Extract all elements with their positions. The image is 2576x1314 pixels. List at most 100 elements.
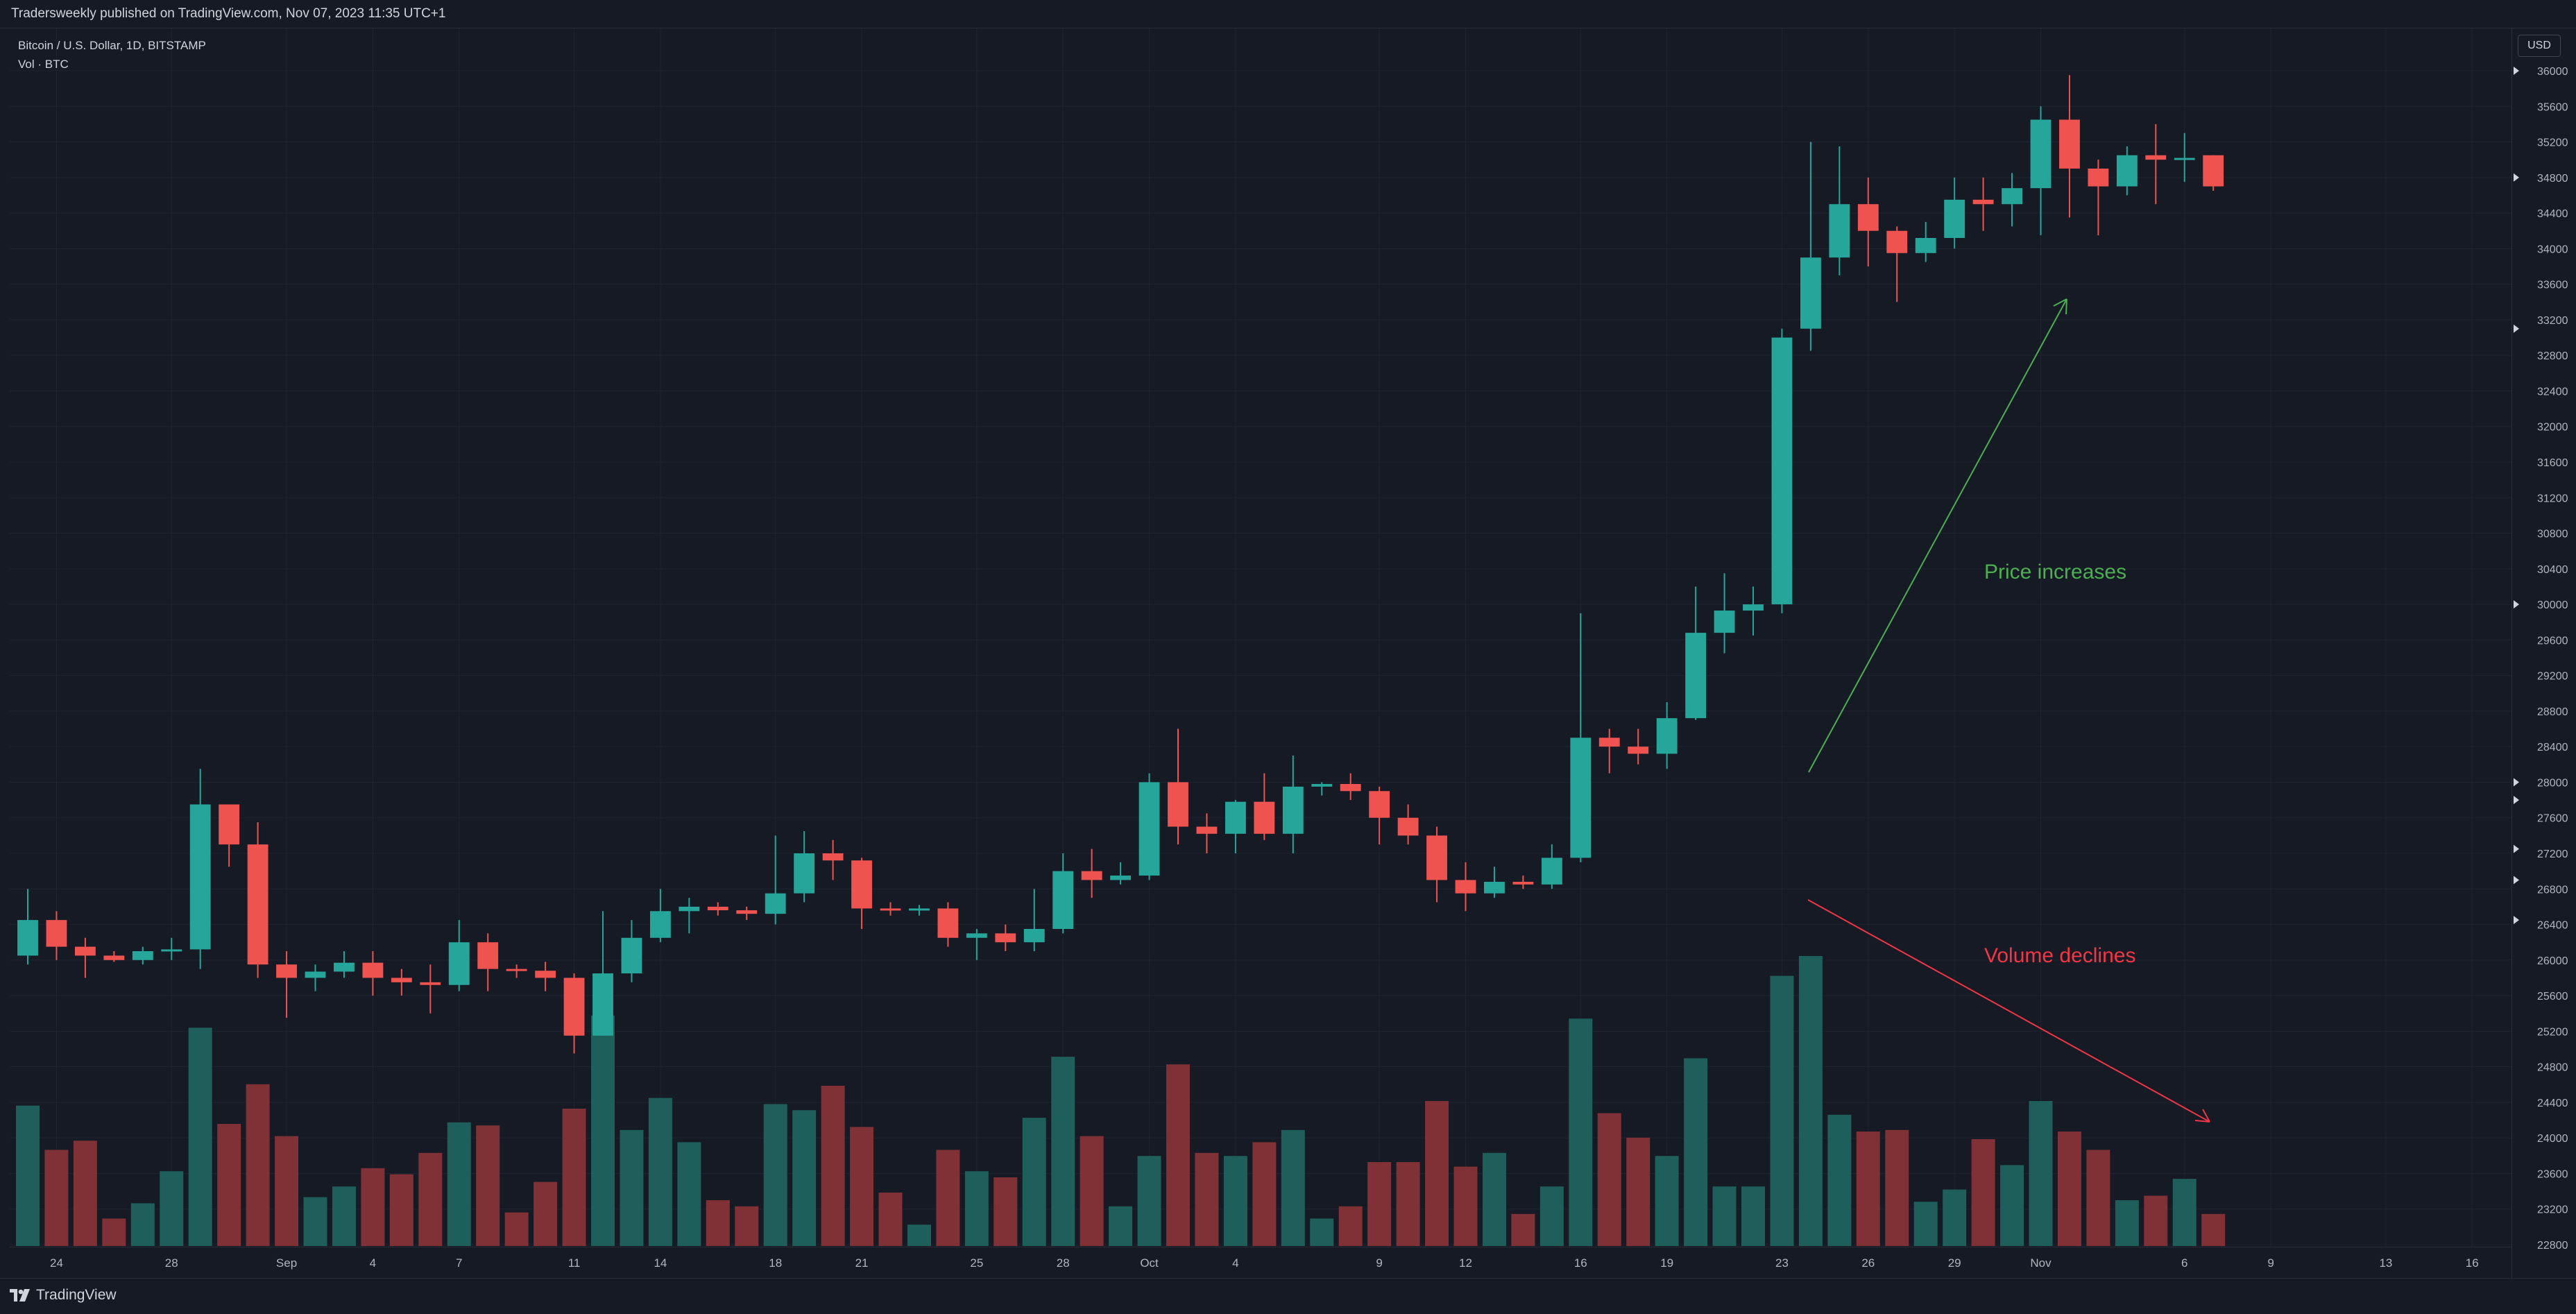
volume-bar [1367,1162,1392,1246]
volume-bar [1310,1218,1334,1246]
time-tick-label: 4 [1232,1256,1238,1270]
candle-body [2059,119,2080,169]
price-tick-label: 31200 [2537,493,2568,504]
volume-bar [1770,975,1794,1246]
tradingview-logo-icon [10,1289,30,1302]
volume-bar [1223,1156,1247,1246]
time-tick-label: 25 [970,1256,983,1270]
volume-bar [1856,1132,1880,1246]
time-tick-label: 24 [50,1256,63,1270]
candle-body [1196,826,1218,834]
time-tick-label: 19 [1660,1256,1673,1270]
chart-area[interactable]: Price increases Volume declines [10,28,2511,1247]
candle-body [17,920,38,956]
volume-bar [1511,1213,1535,1246]
candle-body [1081,871,1102,880]
volume-bar [1943,1189,1967,1246]
currency-button[interactable]: USD [2518,35,2561,57]
time-axis[interactable]: 24 28 Sep 4 7 11 14 18 21 25 28 Oct 4 9 12 16 19 23 26 29 No… [10,1247,2511,1279]
volume-bar [418,1152,443,1246]
price-tick-label: 28000 [2537,777,2568,789]
footer-bar: TradingView [0,1278,2576,1314]
price-tick-label: 22800 [2537,1240,2568,1252]
candle-body [1138,782,1160,876]
volume-bar [821,1086,845,1246]
candle-body [1052,871,1074,929]
time-tick-label: 7 [456,1256,462,1270]
volume-bar [706,1200,730,1246]
volume-bar [993,1177,1018,1246]
volume-bar [591,1015,615,1246]
volume-bar [16,1105,40,1246]
volume-declines-annotation: Volume declines [1984,944,2135,967]
volume-bar [73,1141,97,1246]
volume-bar [217,1124,241,1246]
price-axis[interactable]: 22800 23200 23600 24000 24400 24800 25200 25600… [2511,28,2576,1278]
price-candles [17,75,2224,1054]
volume-bar [1569,1018,1593,1246]
candle-body [563,978,585,1036]
candle-body [2174,157,2195,160]
candle-body [1110,876,1132,880]
volume-bar [850,1127,874,1246]
candle-body [1886,230,1908,253]
time-tick-label: 12 [1459,1256,1472,1270]
volume-bar [332,1186,356,1246]
tradingview-logo[interactable]: TradingView [10,1287,117,1304]
time-tick-label: Nov [2030,1256,2052,1270]
volume-bar [2172,1179,2197,1246]
candle-body [2116,155,2138,187]
time-tick-label: Sep [276,1256,297,1270]
volume-bar [1195,1152,1219,1246]
price-tick-label: 32400 [2537,386,2568,398]
price-scale-marker [2514,876,2519,885]
candle-body [880,908,901,911]
volume-bar [1425,1101,1449,1246]
price-tick-label: 30800 [2537,529,2568,540]
price-tick-label: 36000 [2537,66,2568,78]
price-tick-label: 31600 [2537,457,2568,469]
price-tick-label: 34800 [2537,173,2568,185]
time-tick-label: 26 [1861,1256,1875,1270]
candle-body [1225,801,1246,834]
price-tick-label: 27600 [2537,813,2568,825]
price-tick-label: 28400 [2537,742,2568,753]
candle-body [362,962,384,978]
candle-body [966,933,987,938]
candle-body [1972,199,1994,205]
candle-body [2203,155,2224,187]
price-tick-label: 32800 [2537,350,2568,362]
candlestick-chart[interactable]: Price increases Volume declines [10,28,2511,1247]
price-tick-label: 24000 [2537,1133,2568,1145]
candle-body [1685,633,1707,719]
time-tick-label: 9 [1376,1256,1382,1270]
time-tick-label: 13 [2379,1256,2392,1270]
candle-body [477,942,499,969]
price-tick-label: 27200 [2537,848,2568,860]
volume-bar [1396,1162,1420,1246]
price-tick-label: 29200 [2537,671,2568,683]
candle-body [305,971,326,978]
candle-body [1541,857,1562,885]
candle-body [1829,204,1850,258]
candle-body [535,971,556,978]
price-scale-marker [2514,67,2519,75]
candle-body [276,964,297,978]
candle-body [1771,337,1793,605]
time-tick-label: 23 [1775,1256,1789,1270]
volume-bar [1137,1156,1161,1246]
candle-body [1656,718,1678,754]
volume-bar [2057,1132,2081,1246]
volume-bar [1482,1152,1506,1246]
candle-body [1168,782,1188,827]
price-tick-label: 35600 [2537,101,2568,113]
price-scale-marker [2514,173,2519,182]
grid-lines [10,28,2511,1247]
candle-body [1282,786,1304,834]
symbol-legend: Bitcoin / U.S. Dollar, 1D, BITSTAMP Vol … [18,36,206,74]
time-tick-label: 16 [1574,1256,1587,1270]
candle-body [822,853,844,861]
price-scale-marker [2514,600,2519,609]
time-tick-label: 4 [370,1256,376,1270]
candle-body [736,910,758,914]
